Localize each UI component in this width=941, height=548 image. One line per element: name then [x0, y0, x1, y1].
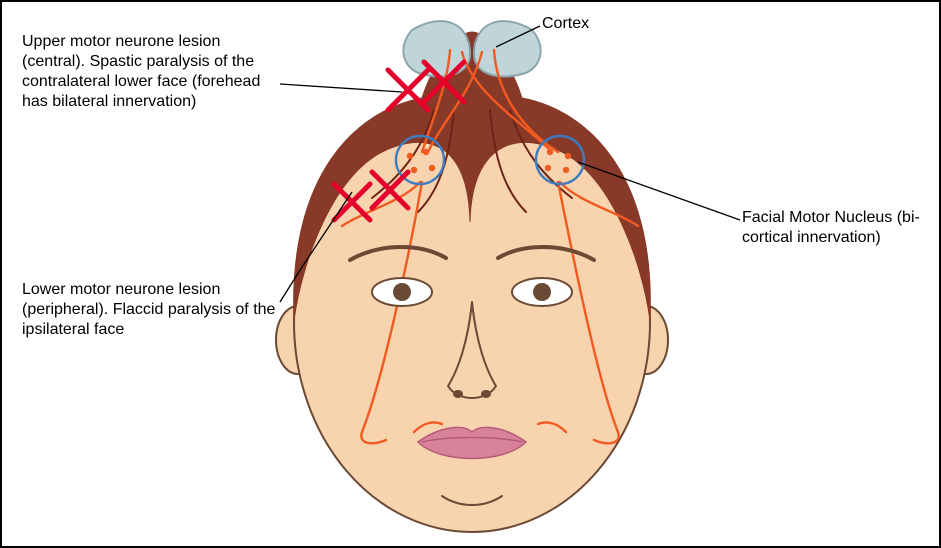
label-facial-nucleus: Facial Motor Nucleus (bi-cortical innerv…	[742, 208, 927, 248]
label-cortex: Cortex	[542, 14, 662, 34]
leader-line-1	[280, 84, 402, 92]
synapse-dot-6	[545, 165, 551, 171]
synapse-dot-7	[563, 167, 569, 173]
iris-right	[533, 283, 551, 301]
iris-left	[393, 283, 411, 301]
synapse-dot-1	[423, 149, 429, 155]
synapse-dot-0	[407, 153, 413, 159]
cortex-right	[474, 21, 541, 76]
nostril-1	[481, 390, 491, 398]
nostril-0	[453, 390, 463, 398]
diagram-frame: Cortex Upper motor neurone lesion (centr…	[0, 0, 941, 548]
label-umn: Upper motor neurone lesion (central). Sp…	[22, 32, 282, 112]
synapse-dot-5	[565, 153, 571, 159]
synapse-dot-2	[411, 167, 417, 173]
label-lmn: Lower motor neurone lesion (peripheral).…	[22, 280, 282, 340]
synapse-dot-4	[547, 149, 553, 155]
synapse-dot-3	[429, 165, 435, 171]
